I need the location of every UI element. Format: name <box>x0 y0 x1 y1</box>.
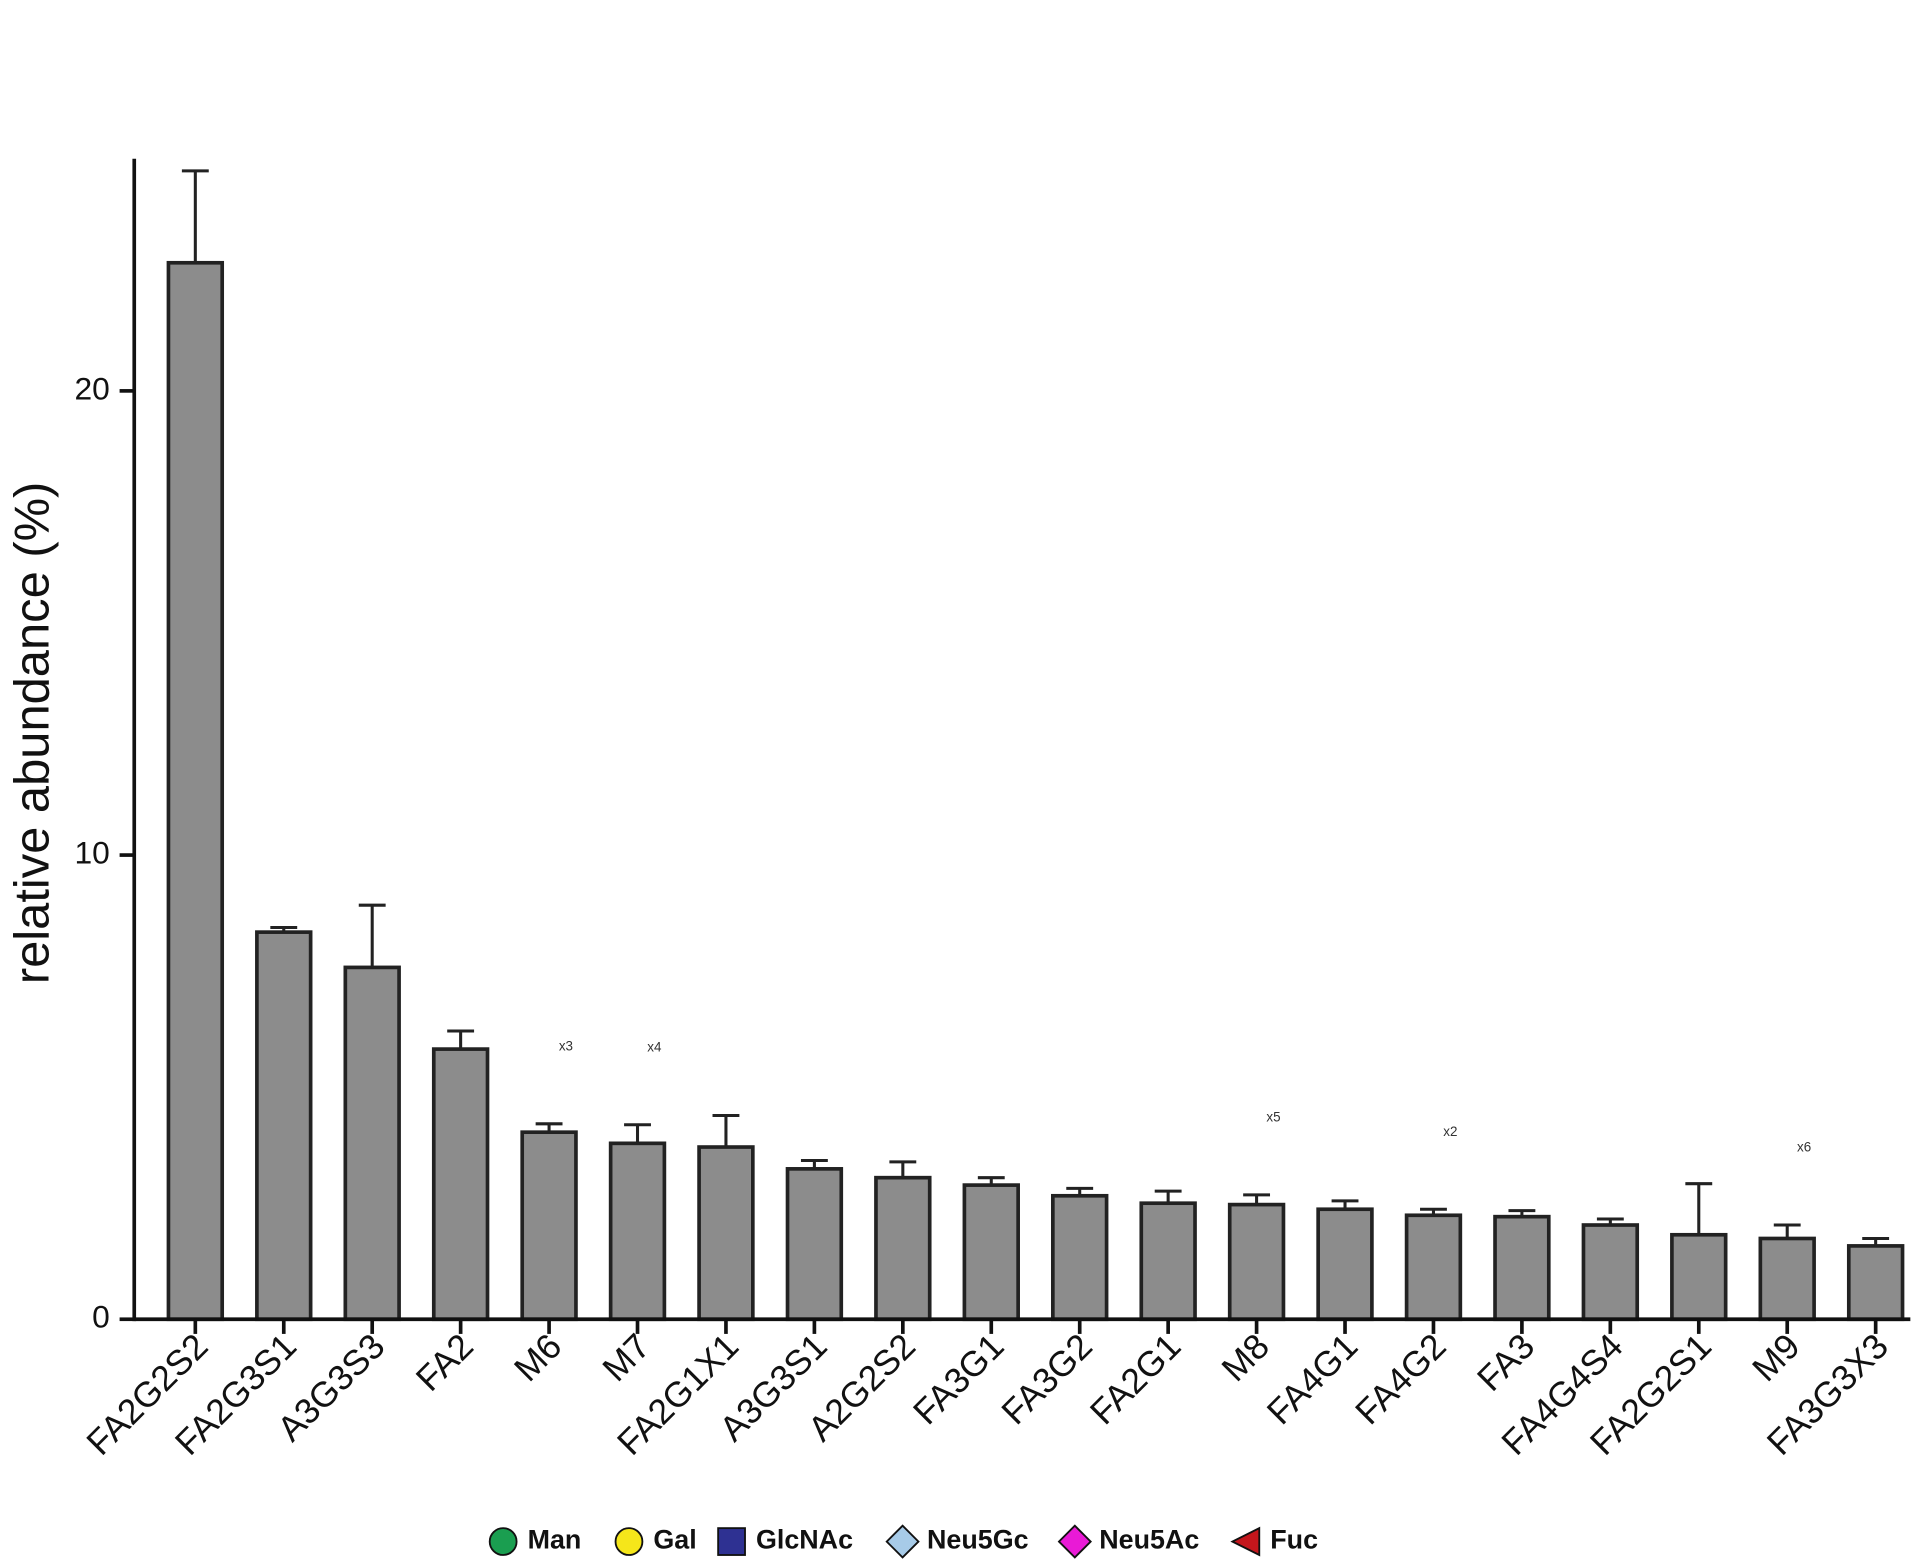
error-bar <box>1066 1186 1094 1196</box>
error-bar <box>712 1113 740 1148</box>
x-tick-label: FA3G2 <box>994 1326 1100 1432</box>
bar <box>697 1145 755 1322</box>
x-tick-label: M9 <box>1744 1326 1807 1389</box>
error-bar <box>800 1158 828 1169</box>
legend-label: GlcNAc <box>756 1525 853 1555</box>
legend-label: Gal <box>653 1525 696 1555</box>
legend-label: Neu5Gc <box>927 1525 1029 1555</box>
y-axis-label: relative abundance (%) <box>6 482 60 984</box>
error-bar <box>535 1122 563 1133</box>
bar <box>1051 1193 1109 1322</box>
error-bar <box>977 1176 1005 1186</box>
error-bar <box>1862 1236 1890 1246</box>
y-tick-label: 20 <box>74 370 109 406</box>
bar <box>1581 1223 1640 1322</box>
bar <box>1139 1201 1197 1322</box>
glycan-multiplier: x6 <box>1797 1140 1811 1155</box>
legend-symbol <box>488 1527 518 1556</box>
x-tick-label: FA3G1 <box>905 1326 1011 1432</box>
error-bar <box>624 1123 651 1144</box>
glycan-multiplier: x2 <box>1443 1124 1457 1139</box>
bar <box>166 260 225 1322</box>
bar <box>1493 1214 1551 1322</box>
bar <box>608 1141 667 1322</box>
x-tick-label: FA2 <box>408 1326 481 1399</box>
error-bar <box>1331 1199 1359 1210</box>
y-tick-label: 10 <box>74 834 109 870</box>
bar <box>1404 1213 1463 1322</box>
error-bar <box>1420 1207 1447 1216</box>
error-bar <box>889 1160 917 1178</box>
error-bar <box>1773 1223 1801 1239</box>
x-tick-label: M7 <box>595 1326 658 1389</box>
x-tick-label: M6 <box>506 1326 569 1389</box>
x-tick-label: FA4G1 <box>1259 1326 1365 1432</box>
error-bar <box>181 169 209 263</box>
legend-symbol <box>1057 1524 1092 1559</box>
legend-label: Man <box>528 1525 582 1555</box>
bar <box>255 930 313 1322</box>
bar <box>1758 1236 1816 1322</box>
error-bar <box>447 1029 475 1050</box>
bar <box>431 1047 490 1322</box>
error-bar <box>1685 1182 1713 1235</box>
legend-label: Fuc <box>1270 1525 1318 1555</box>
legend-symbol <box>717 1527 746 1556</box>
bar <box>343 965 401 1322</box>
glycan-multiplier: x5 <box>1266 1110 1280 1125</box>
error-bar <box>358 903 386 968</box>
bar <box>1227 1202 1286 1322</box>
error-bar <box>1508 1209 1536 1217</box>
error-bar <box>1596 1217 1624 1226</box>
legend-label: Neu5Ac <box>1099 1525 1199 1555</box>
bar <box>962 1183 1020 1322</box>
bar <box>1316 1207 1374 1322</box>
x-tick-label: FA4G2 <box>1348 1326 1454 1432</box>
x-tick-label: FA3 <box>1469 1326 1542 1399</box>
glycan-multiplier: x3 <box>559 1039 573 1054</box>
bar <box>1670 1232 1728 1322</box>
bar <box>520 1130 578 1322</box>
y-tick-label: 0 <box>92 1299 110 1335</box>
bar <box>1846 1244 1905 1322</box>
legend-symbol <box>614 1527 644 1556</box>
x-tick-label: FA2G1 <box>1082 1326 1188 1432</box>
bar <box>785 1167 844 1322</box>
legend-symbol <box>1230 1526 1261 1557</box>
legend-symbol <box>885 1524 920 1559</box>
error-bar <box>1154 1189 1182 1204</box>
error-bar <box>270 925 298 933</box>
error-bar <box>1243 1193 1271 1205</box>
glycan-multiplier: x4 <box>647 1039 662 1054</box>
x-tick-label: M8 <box>1214 1326 1277 1389</box>
bar <box>874 1175 932 1322</box>
